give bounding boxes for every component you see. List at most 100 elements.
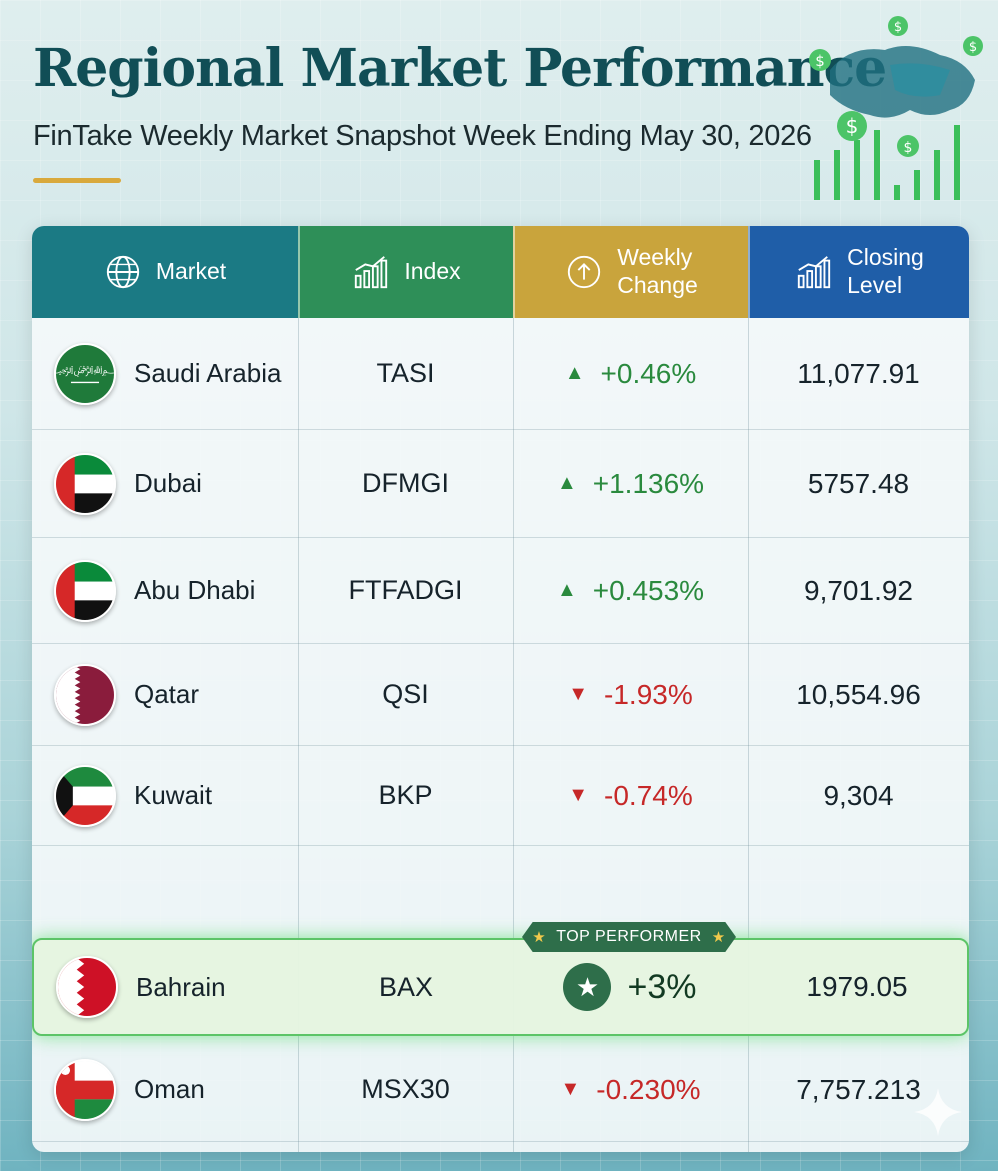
market-cell: Qatar xyxy=(32,644,298,745)
market-cell: ﷽ Saudi Arabia xyxy=(32,318,298,429)
market-cell: Oman xyxy=(32,1038,298,1141)
closing-level: 5757.48 xyxy=(807,467,910,499)
weekly-change-cell: ★ +3% xyxy=(513,963,747,1011)
table-row: Qatar QSI ▼ -1.93% 10,554.96 xyxy=(32,644,969,746)
market-cell: Kuwait xyxy=(32,746,298,845)
svg-text:$: $ xyxy=(815,52,825,70)
table-row: Oman MSX30 ▼ -0.230% 7,757.213 xyxy=(32,1038,969,1142)
table-row: ﷽ Saudi Arabia TASI ▲ +0.46% 11,077.91 xyxy=(32,318,969,430)
saudi-flag-icon: ﷽ xyxy=(54,342,116,405)
weekly-change-value: +3% xyxy=(627,967,697,1006)
weekly-change-value: -0.74% xyxy=(604,779,693,811)
header-market: Market xyxy=(32,226,298,318)
header-change-line1: Weekly xyxy=(617,244,693,271)
market-cell: Abu Dhabi xyxy=(32,538,298,643)
weekly-change-cell: ▼ -0.74% xyxy=(513,780,748,812)
header-close-line2: Level xyxy=(847,272,903,298)
oman-flag-icon xyxy=(54,1058,116,1121)
header-weekly-change: Weekly Change xyxy=(513,226,748,318)
bar-chart-icon xyxy=(355,256,388,289)
header-index-label: Index xyxy=(404,258,461,285)
table-body: ﷽ Saudi Arabia TASI ▲ +0.46% 11,077.91 xyxy=(32,318,969,1152)
market-name: Dubai xyxy=(134,468,202,498)
table-row: Dubai DFMGI ▲ +1.136% 5757.48 xyxy=(32,430,969,538)
header-weekly-change-label: Weekly Change xyxy=(617,244,698,299)
arrow-up-icon: ▲ xyxy=(556,472,577,494)
weekly-change-cell: ▼ -1.93% xyxy=(513,679,748,711)
weekly-change-cell: ▲ +0.453% xyxy=(513,575,748,607)
market-name: Oman xyxy=(134,1074,205,1104)
arrow-down-icon: ▼ xyxy=(568,683,589,705)
market-cell: Bahrain xyxy=(34,940,299,1034)
kuwait-flag-icon xyxy=(54,764,116,827)
star-icon: ★ xyxy=(563,963,612,1011)
arrow-up-icon: ▲ xyxy=(556,579,577,601)
closing-level: 9,304 xyxy=(823,779,894,811)
closing-level: 9,701.92 xyxy=(804,574,913,606)
market-name: Saudi Arabia xyxy=(134,358,282,388)
closing-level: 7,757.213 xyxy=(796,1073,921,1105)
uae-flag-icon xyxy=(54,559,116,622)
sparkle-icon xyxy=(914,1088,962,1136)
column-divider xyxy=(748,318,749,1152)
table-row: Kuwait BKP ▼ -0.74% 9,304 xyxy=(32,746,969,846)
map-chart-decoration-icon: $ $ $ $ $ xyxy=(809,16,983,200)
weekly-change-value: +0.453% xyxy=(592,574,705,606)
market-name: Abu Dhabi xyxy=(134,575,256,605)
weekly-change-cell: ▲ +0.46% xyxy=(513,358,748,390)
top-performer-label: TOP PERFORMER xyxy=(556,928,702,945)
svg-text:$: $ xyxy=(969,40,977,55)
index-name: FTFADGI xyxy=(348,575,463,605)
bar-chart-icon xyxy=(797,256,831,289)
svg-text:$: $ xyxy=(846,114,859,138)
market-name: Bahrain xyxy=(136,971,226,1002)
market-name: Qatar xyxy=(134,679,200,709)
market-name: Kuwait xyxy=(134,780,213,810)
header-close-line1: Closing xyxy=(847,244,924,271)
index-name: TASI xyxy=(376,358,435,388)
index-name: MSX30 xyxy=(361,1074,450,1104)
weekly-change-cell: ▲ +1.136% xyxy=(513,468,748,500)
column-divider xyxy=(513,318,514,1152)
header-index: Index xyxy=(298,226,513,318)
table-row: Abu Dhabi FTFADGI ▲ +0.453% 9,701.92 xyxy=(32,538,969,644)
svg-text:$: $ xyxy=(894,20,902,35)
arrow-down-icon: ▼ xyxy=(560,1078,581,1100)
page-subtitle: FinTake Weekly Market Snapshot Week Endi… xyxy=(33,120,812,152)
star-icon: ★ xyxy=(532,929,547,946)
weekly-change-value: +1.136% xyxy=(592,467,705,499)
closing-level: 1979.05 xyxy=(806,971,908,1002)
index-name: DFMGI xyxy=(362,468,449,498)
arrow-up-circle-icon xyxy=(568,255,601,289)
top-performer-badge: ★ TOP PERFORMER ★ xyxy=(522,922,736,952)
header-market-label: Market xyxy=(155,258,227,285)
weekly-change-value: -0.230% xyxy=(596,1073,701,1105)
header-change-line2: Change xyxy=(617,272,698,298)
index-name: QSI xyxy=(382,679,429,709)
market-table: Market Index Weekly Change xyxy=(32,226,969,1152)
weekly-change-value: -1.93% xyxy=(604,678,693,710)
index-name: BKP xyxy=(378,780,433,810)
bahrain-flag-icon xyxy=(56,956,118,1018)
uae-flag-icon xyxy=(54,452,116,515)
column-divider xyxy=(298,318,299,1152)
index-name: BAX xyxy=(378,971,433,1002)
closing-level: 11,077.91 xyxy=(797,357,920,389)
table-header: Market Index Weekly Change xyxy=(32,226,969,318)
qatar-flag-icon xyxy=(54,663,116,726)
globe-icon xyxy=(106,255,139,289)
svg-text:﷽: ﷽ xyxy=(54,364,116,377)
header-closing-level-label: Closing Level xyxy=(847,244,924,299)
page-title: Regional Market Performance xyxy=(33,38,887,99)
header-closing-level: Closing Level xyxy=(748,226,969,318)
weekly-change-value: +0.46% xyxy=(600,357,697,389)
arrow-down-icon: ▼ xyxy=(568,784,589,806)
svg-text:$: $ xyxy=(904,140,913,156)
arrow-up-icon: ▲ xyxy=(564,362,585,384)
closing-level: 10,554.96 xyxy=(796,678,921,710)
title-accent-line xyxy=(33,178,121,183)
top-performer-row: Bahrain BAX ★ +3% 1979.05 xyxy=(32,938,969,1036)
market-cell: Dubai xyxy=(32,430,298,537)
weekly-change-cell: ▼ -0.230% xyxy=(513,1074,748,1106)
star-icon: ★ xyxy=(711,929,726,946)
